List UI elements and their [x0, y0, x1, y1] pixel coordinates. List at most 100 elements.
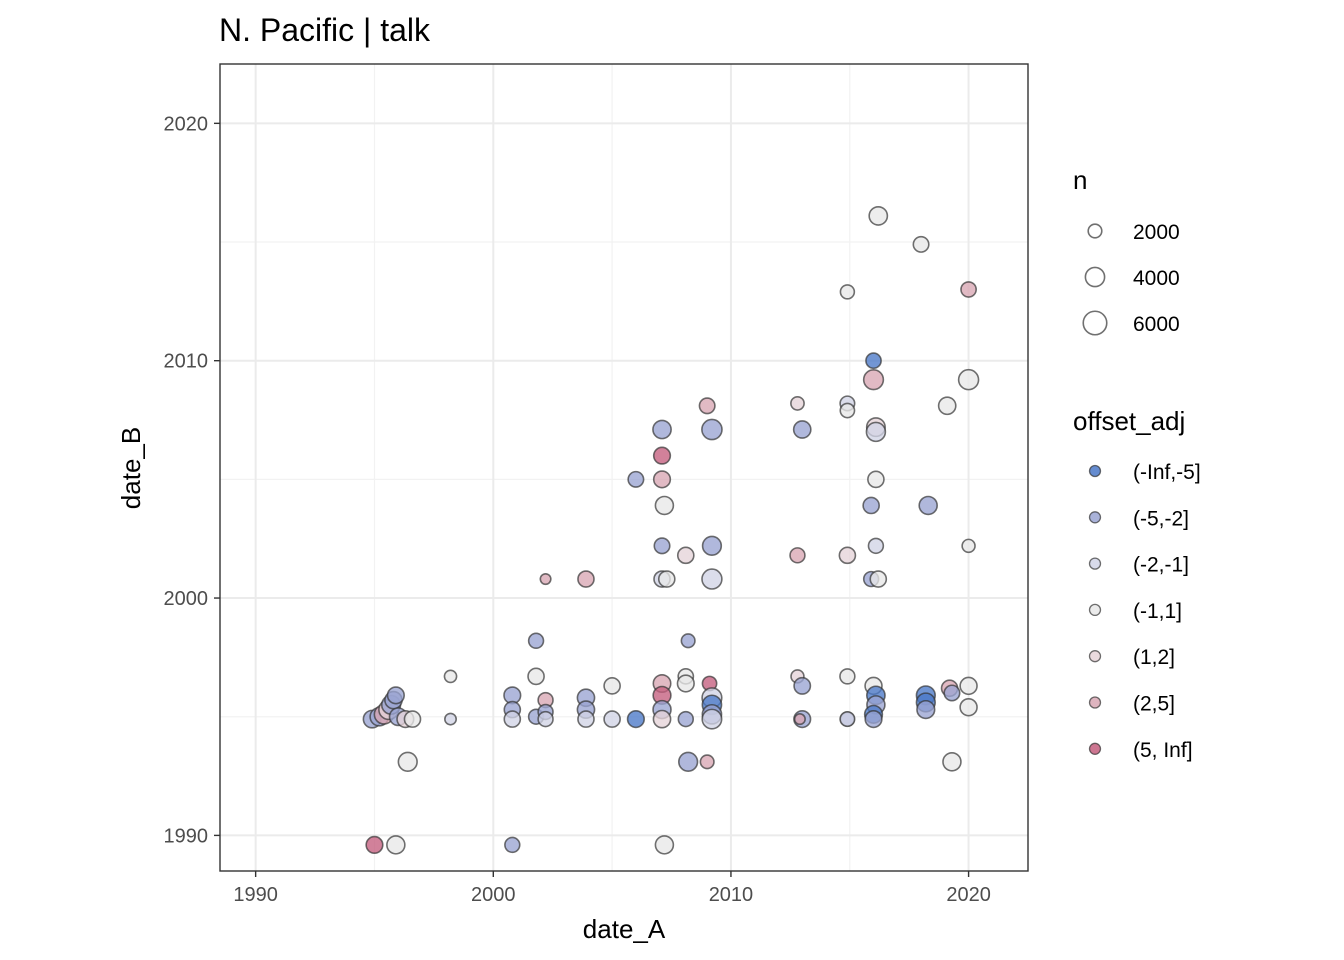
y-tick-label: 1990 — [164, 825, 209, 847]
scatter-point — [865, 352, 882, 370]
y-tick-label: 2000 — [164, 588, 209, 610]
scatter-point — [652, 470, 672, 489]
scatter-point — [793, 676, 812, 695]
size-legend-title: n — [1073, 165, 1087, 195]
color-legend-key — [1088, 742, 1102, 755]
scatter-point — [959, 697, 978, 717]
scatter-point — [862, 369, 885, 391]
scatter-point — [867, 537, 885, 555]
scatter-point — [867, 470, 885, 489]
color-legend: offset_adj (-Inf,-5] (-5,-2] (-2,-1] (-1,1]… — [1073, 406, 1201, 762]
color-legend-label: (-1,1] — [1133, 600, 1182, 623]
scatter-point — [577, 710, 595, 728]
scatter-point — [603, 710, 621, 728]
scatter-point — [839, 668, 856, 685]
scatter-point — [537, 710, 554, 728]
x-tick-label: 2000 — [471, 884, 516, 906]
scatter-point — [444, 712, 457, 726]
scatter-point — [676, 546, 695, 565]
scatter-point — [678, 751, 699, 772]
scatter-point — [626, 709, 645, 729]
scatter-point — [839, 711, 856, 728]
data-points — [362, 205, 980, 855]
x-tick-label: 2020 — [946, 884, 991, 906]
scatter-point — [677, 710, 695, 728]
scatter-point — [959, 676, 978, 696]
chart-title: N. Pacific | talk — [219, 12, 431, 48]
scatter-point — [701, 568, 723, 590]
scatter-point — [943, 684, 961, 702]
scatter-point — [957, 368, 980, 391]
scatter-point — [865, 421, 887, 443]
scatter-point — [386, 835, 406, 855]
scatter-point — [960, 281, 977, 298]
size-legend-label: 2000 — [1133, 221, 1180, 244]
scatter-point — [654, 835, 675, 855]
y-tick-label: 2020 — [164, 113, 209, 135]
color-legend-label: (1,2] — [1133, 646, 1175, 669]
scatter-point — [793, 713, 806, 726]
scatter-point — [699, 754, 715, 770]
scatter-point — [701, 535, 723, 556]
size-legend: n 2000 4000 6000 — [1073, 165, 1180, 336]
scatter-point — [539, 572, 552, 586]
size-legend-key — [1082, 310, 1108, 336]
size-legend-key — [1084, 266, 1106, 288]
size-legend-label: 6000 — [1133, 313, 1180, 336]
x-axis: 1990 2000 2010 2020 — [233, 871, 991, 906]
scatter-point — [627, 470, 645, 488]
x-tick-label: 2010 — [709, 884, 754, 906]
color-legend-label: (2,5] — [1133, 693, 1175, 716]
scatter-point — [792, 420, 812, 439]
color-legend-label: (5, Inf] — [1133, 739, 1193, 762]
scatter-point — [676, 674, 695, 693]
scatter-point — [504, 836, 521, 854]
scatter-point — [916, 699, 936, 720]
size-legend-key — [1087, 223, 1103, 239]
size-legend-label: 4000 — [1133, 267, 1180, 290]
color-legend-key — [1088, 696, 1102, 709]
scatter-point — [790, 395, 805, 411]
scatter-point — [942, 752, 962, 772]
y-axis: 1990 2000 2010 2020 — [164, 113, 220, 847]
scatter-point — [657, 570, 676, 588]
x-tick-label: 1990 — [233, 884, 278, 906]
scatter-point — [603, 677, 621, 695]
scatter-point — [912, 235, 930, 253]
scatter-point — [652, 709, 672, 729]
scatter-point — [386, 686, 405, 705]
x-axis-title: date_A — [583, 914, 666, 944]
color-legend-label: (-Inf,-5] — [1133, 461, 1201, 484]
y-tick-label: 2010 — [164, 351, 209, 373]
minor-gridlines — [220, 64, 1028, 871]
scatter-point — [680, 633, 696, 649]
scatter-point — [654, 495, 675, 516]
color-legend-title: offset_adj — [1073, 406, 1185, 436]
scatter-point — [961, 538, 976, 554]
scatter-point — [443, 669, 458, 684]
scatter-point — [403, 710, 422, 728]
color-legend-key — [1088, 603, 1102, 617]
scatter-point — [868, 205, 889, 226]
major-gridlines — [220, 64, 1028, 871]
y-axis-title: date_B — [116, 427, 146, 509]
scatter-point — [397, 751, 418, 772]
scatter-point — [701, 418, 723, 441]
scatter-point — [839, 284, 856, 300]
scatter-point — [918, 495, 938, 516]
scatter-point — [838, 546, 857, 565]
color-legend-key — [1088, 650, 1102, 663]
color-legend-key — [1088, 557, 1102, 570]
scatter-point — [701, 708, 723, 730]
color-legend-label: (-2,-1] — [1133, 554, 1189, 577]
scatter-point — [839, 402, 856, 419]
color-legend-key — [1088, 464, 1102, 478]
scatter-point — [365, 835, 384, 855]
scatter-point — [652, 446, 672, 465]
plot-border — [219, 63, 1029, 872]
scatter-point — [864, 709, 883, 729]
scatter-point — [653, 537, 671, 555]
scatter-point — [527, 667, 545, 686]
scatter-point — [789, 547, 806, 564]
